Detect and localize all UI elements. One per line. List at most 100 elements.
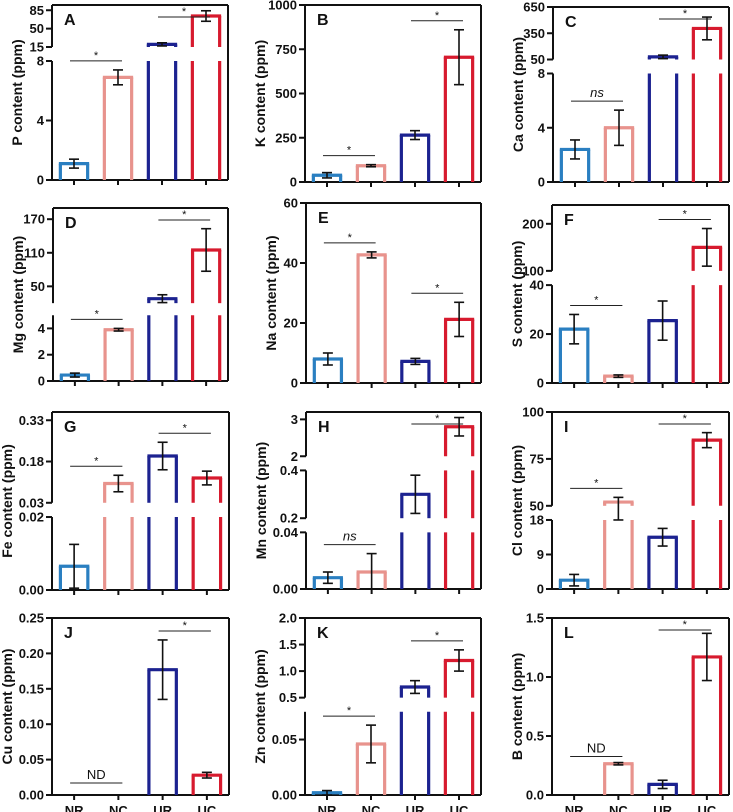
y-tick-label: 8 <box>37 54 44 69</box>
bar-ur <box>147 441 178 590</box>
significance-marker: * <box>70 50 122 62</box>
significance-marker: * <box>70 455 123 467</box>
significance-marker: ns <box>571 85 623 102</box>
significance-marker: * <box>70 308 123 320</box>
significance-marker: * <box>158 6 210 18</box>
panel-letter: G <box>64 419 76 436</box>
y-tick-label: 0.20 <box>19 646 44 661</box>
y-tick-label: 1.0 <box>279 664 297 679</box>
bar-uc <box>443 649 475 795</box>
bar-uc <box>443 301 475 383</box>
x-tick-label: UR <box>653 803 672 812</box>
panel-b: 0 250 500 750 1000 K content (ppm) B * * <box>252 0 482 190</box>
y-tick-label: 1000 <box>268 0 297 13</box>
significance-marker: ND <box>70 767 123 784</box>
x-tick-label: NC <box>109 803 128 812</box>
x-tick-label: NR <box>65 803 84 812</box>
y-tick-label: 0.25 <box>19 611 44 626</box>
bar-uc <box>691 431 723 589</box>
bar-nr <box>312 352 344 383</box>
y-tick-label: 15 <box>30 40 44 55</box>
y-axis-title: Cu content (ppm) <box>0 649 15 765</box>
y-tick-label: 50 <box>30 21 44 36</box>
y-tick-label: 2.0 <box>279 611 297 626</box>
y-tick-label: 0 <box>538 175 545 190</box>
x-tick-label: NR <box>565 803 584 812</box>
y-tick-label: 1.5 <box>279 637 297 652</box>
significance-marker: * <box>658 413 711 425</box>
y-tick-label: 500 <box>275 86 297 101</box>
significance-label: * <box>94 455 99 467</box>
significance-label: * <box>348 232 353 244</box>
y-tick-label: 40 <box>284 256 298 271</box>
panel-j: 0.00 0.05 0.10 0.15 0.20 0.25 Cu content (ppm)… <box>0 611 230 812</box>
significance-label: * <box>435 282 440 294</box>
x-tick-label: NR <box>318 803 337 812</box>
y-axis-title: B content (ppm) <box>509 653 525 760</box>
y-tick-label: 110 <box>24 245 45 260</box>
y-tick-label: 0.00 <box>19 788 44 803</box>
significance-label: ND <box>87 767 106 782</box>
bar-nr <box>58 543 90 590</box>
y-tick-label: 8 <box>538 66 545 81</box>
y-tick-label: 0.18 <box>19 454 44 469</box>
x-tick-label: UR <box>153 803 172 812</box>
y-tick-label: 750 <box>275 42 297 57</box>
y-axis-title: Fe content (ppm) <box>0 444 15 558</box>
y-tick-label: 0.05 <box>272 732 297 747</box>
bar-nc <box>603 496 634 589</box>
bar-nc <box>103 474 134 590</box>
y-tick-label: 250 <box>275 130 297 145</box>
y-tick-label: 0 <box>37 173 44 188</box>
panel-d: 0 2 4 50 110 170 Mg content (ppm) D * * <box>10 207 229 389</box>
y-tick-label: 0 <box>290 175 297 190</box>
significance-label: * <box>594 477 599 489</box>
panel-letter: B <box>317 12 329 29</box>
y-tick-label: 0.2 <box>280 511 298 526</box>
panel-letter: E <box>318 210 329 227</box>
x-tick-label: UC <box>697 803 716 812</box>
bar-nr <box>59 372 91 381</box>
significance-label: * <box>594 294 599 306</box>
y-tick-label: 50 <box>531 52 545 67</box>
significance-label: * <box>94 50 99 62</box>
bar-nc <box>356 552 387 590</box>
panel-letter: K <box>317 625 329 642</box>
panel-letter: A <box>64 12 76 29</box>
bar-nc <box>603 374 634 383</box>
y-tick-label: 0.05 <box>19 752 44 767</box>
y-tick-label: 0.5 <box>279 690 297 705</box>
y-tick-label: 650 <box>523 0 545 15</box>
panel-g: 0.00 0.020.03 0.18 0.33 Fe content (ppm) G * * <box>0 411 230 598</box>
significance-marker: ND <box>570 741 623 758</box>
y-axis-title: Cl content (ppm) <box>509 445 525 556</box>
bar-ur <box>399 679 431 795</box>
bar-nr <box>311 171 343 182</box>
bar-ur <box>147 293 178 381</box>
y-tick-label: 0.00 <box>19 583 44 598</box>
y-tick-label: 0.4 <box>280 463 299 478</box>
significance-marker: * <box>658 209 711 221</box>
significance-marker: * <box>323 232 376 244</box>
bar-uc <box>190 227 222 381</box>
bar-nr <box>311 789 343 796</box>
bar-nc <box>603 109 635 182</box>
y-tick-label: 20 <box>284 316 298 331</box>
panel-c: 0 4 850 350 650 Ca content (ppm) Cns * <box>510 0 730 190</box>
y-tick-label: 2 <box>291 449 298 464</box>
bar-nr <box>559 139 591 182</box>
panel-e: 0 20 40 60 Na content (ppm) E * * <box>263 196 482 391</box>
bar-ur <box>400 474 431 589</box>
panel-letter: L <box>564 625 574 642</box>
significance-label: * <box>435 10 440 22</box>
significance-label: ND <box>587 741 606 756</box>
bar-ur <box>147 639 178 795</box>
bar-uc <box>691 227 723 383</box>
significance-marker: * <box>323 705 375 717</box>
y-tick-label: 0 <box>38 374 45 389</box>
significance-marker: * <box>411 630 463 642</box>
y-tick-label: 20 <box>530 327 544 342</box>
panel-letter: J <box>64 625 73 642</box>
significance-label: * <box>183 620 188 632</box>
